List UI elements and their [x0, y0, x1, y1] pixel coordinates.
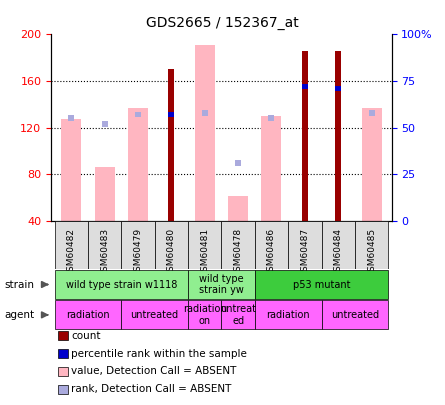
Bar — [155, 221, 188, 269]
Text: GDS2665 / 152367_at: GDS2665 / 152367_at — [146, 16, 299, 30]
Text: untreated: untreated — [331, 310, 379, 320]
Bar — [255, 221, 288, 269]
Text: wild type
strain yw: wild type strain yw — [199, 274, 244, 295]
Text: untreat
ed: untreat ed — [220, 304, 256, 326]
Text: value, Detection Call = ABSENT: value, Detection Call = ABSENT — [71, 367, 237, 376]
Bar — [88, 221, 121, 269]
Bar — [168, 112, 174, 117]
Bar — [195, 45, 215, 221]
Bar — [68, 115, 74, 121]
Bar — [222, 301, 255, 330]
Text: p53 mutant: p53 mutant — [293, 279, 350, 290]
Bar — [202, 110, 208, 115]
Bar — [222, 221, 255, 269]
Bar — [61, 119, 81, 221]
Bar — [268, 115, 275, 121]
Text: radiation
on: radiation on — [183, 304, 227, 326]
Text: GSM60486: GSM60486 — [267, 228, 276, 277]
Bar — [302, 84, 308, 90]
Text: GSM60482: GSM60482 — [67, 228, 76, 277]
Text: GSM60485: GSM60485 — [367, 228, 376, 277]
Bar — [288, 221, 322, 269]
Text: rank, Detection Call = ABSENT: rank, Detection Call = ABSENT — [71, 384, 231, 394]
Bar — [121, 221, 155, 269]
Text: count: count — [71, 331, 101, 341]
Bar — [135, 112, 141, 117]
Bar — [228, 196, 248, 221]
Bar — [55, 270, 188, 299]
Bar — [262, 116, 282, 221]
Bar — [335, 85, 341, 92]
Text: GSM60480: GSM60480 — [167, 228, 176, 277]
Bar — [355, 221, 388, 269]
Bar — [368, 110, 375, 115]
Text: GSM60484: GSM60484 — [334, 228, 343, 277]
Text: agent: agent — [4, 310, 35, 320]
Bar — [188, 270, 255, 299]
Bar — [255, 301, 322, 330]
Text: untreated: untreated — [130, 310, 179, 320]
Bar — [101, 121, 108, 127]
Bar — [255, 270, 388, 299]
Bar — [335, 51, 341, 221]
Text: GSM60481: GSM60481 — [200, 228, 209, 277]
Text: radiation: radiation — [266, 310, 310, 320]
Bar — [322, 221, 355, 269]
Bar — [55, 221, 88, 269]
Text: GSM60479: GSM60479 — [134, 228, 142, 277]
Bar — [168, 69, 174, 221]
Text: strain: strain — [4, 279, 34, 290]
Bar — [128, 108, 148, 221]
Text: wild type strain w1118: wild type strain w1118 — [65, 279, 177, 290]
Text: GSM60483: GSM60483 — [100, 228, 109, 277]
Text: GSM60487: GSM60487 — [300, 228, 309, 277]
Text: GSM60478: GSM60478 — [234, 228, 243, 277]
Bar — [95, 167, 115, 221]
Bar — [55, 301, 121, 330]
Bar — [322, 301, 388, 330]
Bar — [188, 301, 222, 330]
Text: radiation: radiation — [66, 310, 110, 320]
Bar — [302, 51, 308, 221]
Bar — [121, 301, 188, 330]
Text: percentile rank within the sample: percentile rank within the sample — [71, 349, 247, 358]
Bar — [235, 160, 241, 166]
Bar — [362, 108, 382, 221]
Bar — [188, 221, 222, 269]
